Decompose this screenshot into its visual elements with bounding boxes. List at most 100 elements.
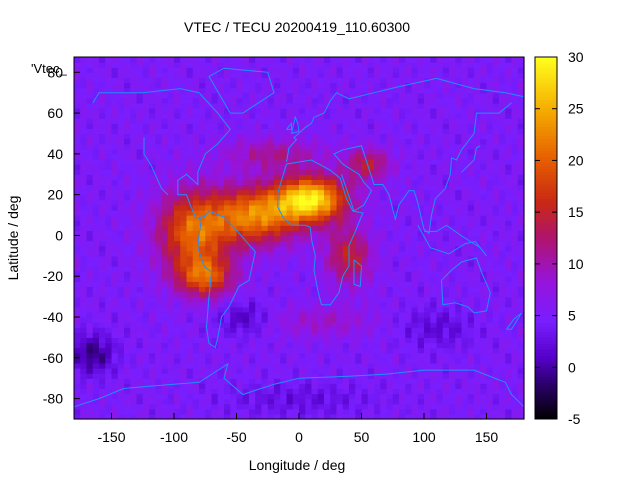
heatmap-cell xyxy=(117,337,125,344)
heatmap-cell xyxy=(461,133,469,140)
heatmap-cell xyxy=(255,199,263,206)
heatmap-cell xyxy=(317,215,325,221)
heatmap-cell xyxy=(336,327,344,333)
heatmap-cell xyxy=(230,347,238,354)
heatmap-cell xyxy=(505,266,513,272)
heatmap-cell xyxy=(455,408,463,415)
heatmap-cell xyxy=(330,189,338,196)
heatmap-cell xyxy=(286,77,294,84)
heatmap-cell xyxy=(92,388,100,395)
heatmap-cell xyxy=(342,97,350,104)
heatmap-cell xyxy=(361,362,369,369)
heatmap-cell xyxy=(180,72,188,78)
heatmap-cell xyxy=(342,174,350,180)
heatmap-cell xyxy=(192,403,200,410)
heatmap-cell xyxy=(492,368,500,374)
heatmap-cell xyxy=(380,194,388,201)
heatmap-cell xyxy=(374,204,381,211)
heatmap-cell xyxy=(480,398,488,405)
heatmap-cell xyxy=(455,92,463,99)
heatmap-cell xyxy=(342,240,350,247)
heatmap-cell xyxy=(380,317,388,323)
heatmap-cell xyxy=(486,194,494,201)
heatmap-cell xyxy=(167,67,175,73)
heatmap-cell xyxy=(467,67,475,73)
heatmap-cell xyxy=(217,169,225,175)
heatmap-cell xyxy=(292,240,300,247)
heatmap-cell xyxy=(161,398,169,405)
heatmap-cell xyxy=(405,291,413,298)
heatmap-cell xyxy=(324,220,331,226)
heatmap-cell xyxy=(417,179,425,186)
heatmap-cell xyxy=(249,317,256,323)
heatmap-cell xyxy=(505,97,513,104)
heatmap-cell xyxy=(280,113,288,119)
heatmap-cell xyxy=(324,398,331,405)
heatmap-cell xyxy=(417,123,425,129)
heatmap-cell xyxy=(124,87,131,94)
heatmap-cell xyxy=(117,123,125,129)
heatmap-cell xyxy=(267,164,275,170)
heatmap-cell xyxy=(236,291,244,298)
heatmap-cell xyxy=(386,235,394,242)
heatmap-cell xyxy=(111,230,119,237)
heatmap-cell xyxy=(149,107,156,114)
heatmap-cell xyxy=(405,107,413,114)
heatmap-cell xyxy=(449,138,456,145)
heatmap-cell xyxy=(505,204,513,211)
heatmap-cell xyxy=(336,72,344,78)
heatmap-cell xyxy=(211,204,219,211)
heatmap-cell xyxy=(505,138,513,145)
heatmap-cell xyxy=(155,266,163,272)
heatmap-cell xyxy=(311,174,319,180)
heatmap-cell xyxy=(205,118,213,124)
heatmap-cell xyxy=(236,271,244,277)
heatmap-cell xyxy=(467,332,475,339)
heatmap-cell xyxy=(167,123,175,129)
heatmap-cell xyxy=(455,352,463,359)
heatmap-cell xyxy=(292,179,300,186)
heatmap-cell xyxy=(136,337,144,344)
heatmap-cell xyxy=(424,388,431,395)
heatmap-cell xyxy=(486,332,494,339)
heatmap-cell xyxy=(211,194,219,201)
heatmap-cell xyxy=(417,194,425,201)
heatmap-cell xyxy=(199,286,206,293)
heatmap-cell xyxy=(186,138,194,145)
heatmap-cell xyxy=(86,250,94,257)
heatmap-cell xyxy=(99,225,106,231)
heatmap-cell xyxy=(467,199,475,206)
heatmap-cell xyxy=(130,413,138,420)
heatmap-cell xyxy=(286,281,294,288)
heatmap-cell xyxy=(442,342,450,349)
heatmap-cell xyxy=(511,281,519,288)
heatmap-cell xyxy=(430,87,438,94)
heatmap-cell xyxy=(455,398,463,405)
heatmap-cell xyxy=(242,266,250,272)
heatmap-cell xyxy=(486,245,494,252)
heatmap-cell xyxy=(174,87,181,94)
heatmap-cell xyxy=(267,383,275,390)
heatmap-cell xyxy=(174,347,181,354)
heatmap-cell xyxy=(361,189,369,196)
heatmap-cell xyxy=(442,204,450,211)
heatmap-cell xyxy=(324,179,331,186)
heatmap-cell xyxy=(117,271,125,277)
heatmap-cell xyxy=(386,204,394,211)
heatmap-cell xyxy=(399,215,406,221)
heatmap-cell xyxy=(399,204,406,211)
heatmap-cell xyxy=(149,373,156,379)
heatmap-cell xyxy=(267,194,275,201)
heatmap-cell xyxy=(155,362,163,369)
heatmap-cell xyxy=(505,107,513,114)
heatmap-cell xyxy=(286,179,294,186)
heatmap-cell xyxy=(492,194,500,201)
heatmap-cell xyxy=(224,133,231,140)
heatmap-cell xyxy=(311,281,319,288)
heatmap-cell xyxy=(442,102,450,109)
heatmap-cell xyxy=(74,102,81,109)
heatmap-cell xyxy=(436,327,444,333)
heatmap-cell xyxy=(130,179,138,186)
heatmap-cell xyxy=(399,153,406,160)
heatmap-cell xyxy=(186,245,194,252)
